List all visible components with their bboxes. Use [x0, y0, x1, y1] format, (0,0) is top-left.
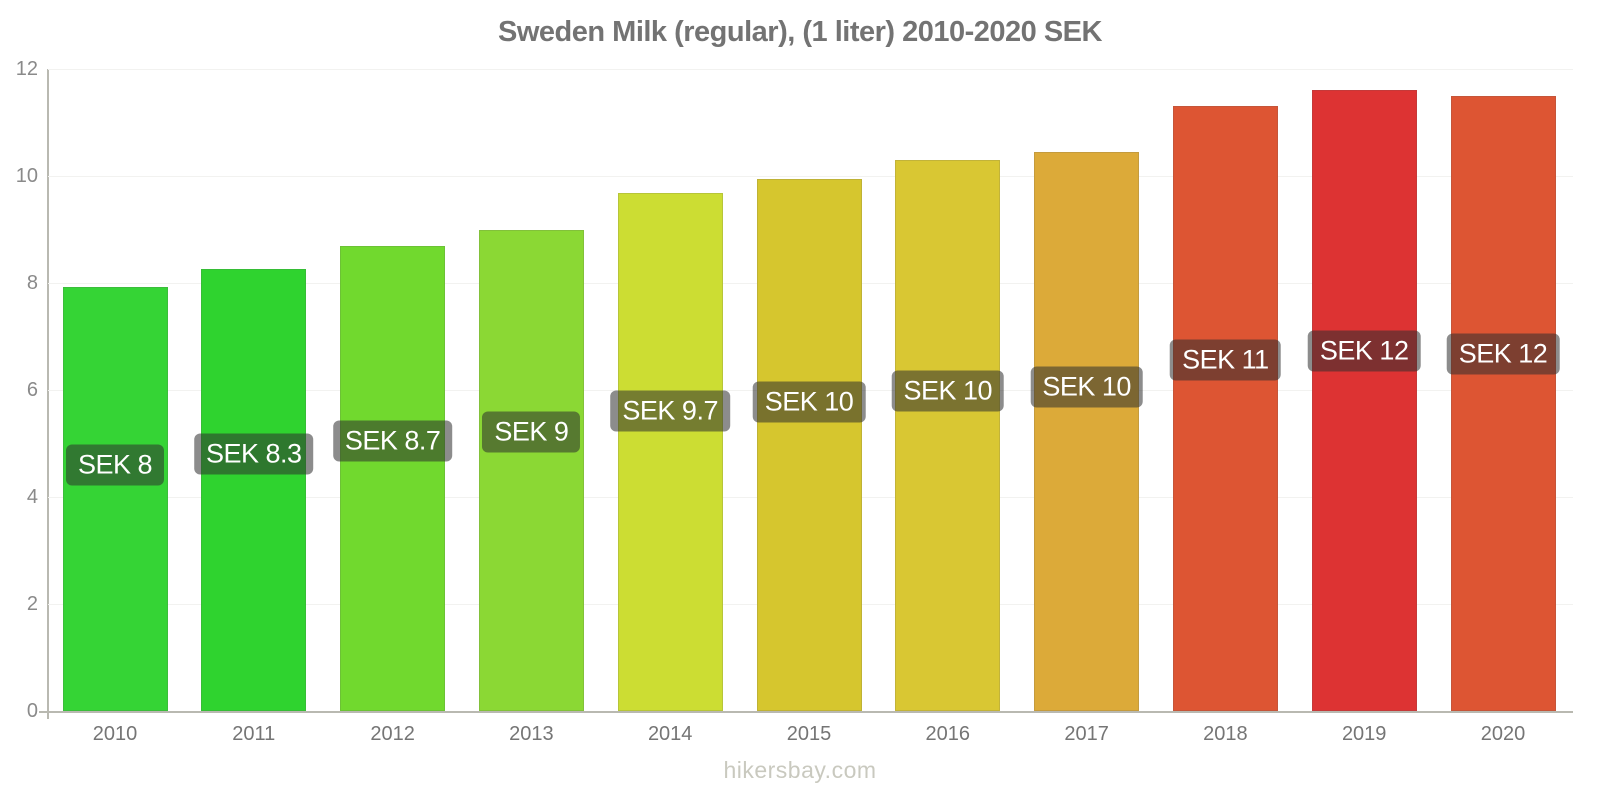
x-axis-tick-label-2019: 2019: [1341, 723, 1387, 745]
bar-2017: [1034, 151, 1140, 711]
x-axis-tick-label-2016: 2016: [925, 723, 971, 745]
bar-2011: [201, 268, 307, 711]
bar-2012: [340, 246, 446, 711]
gridline-y-10: [48, 175, 1573, 177]
x-axis-tick-label-2010: 2010: [92, 723, 138, 745]
y-axis-tick-label: 4: [26, 486, 38, 508]
y-axis-tick-label: 2: [26, 593, 38, 615]
x-axis-tick-label-2011: 2011: [232, 723, 276, 745]
bar-value-label-2020: SEK 12: [1446, 333, 1560, 375]
bar-2016: [895, 159, 1001, 711]
bar-value-label-2013: SEK 9: [482, 411, 581, 453]
y-axis-tick-label: 10: [15, 165, 38, 187]
bar-value-label-2017: SEK 10: [1030, 366, 1143, 408]
bar-value-label-2010: SEK 8: [65, 444, 165, 486]
bar-value-label-2016: SEK 10: [891, 370, 1005, 412]
x-axis-tick-label-2017: 2017: [1064, 723, 1109, 745]
bar-value-label-2012: SEK 8.7: [332, 420, 453, 462]
x-axis-tick-label-2020: 2020: [1480, 723, 1526, 745]
chart-title: Sweden Milk (regular), (1 liter) 2010-20…: [498, 16, 1102, 48]
gridline-y-12: [48, 68, 1573, 70]
x-axis-tick-label-2015: 2015: [786, 723, 832, 745]
watermark-text: hikersbay.com: [723, 757, 877, 783]
bar-value-label-2015: SEK 10: [752, 381, 866, 423]
bar-value-label-2019: SEK 12: [1307, 330, 1421, 372]
bar-2014: [617, 193, 723, 711]
bar-value-label-2018: SEK 11: [1170, 339, 1281, 381]
y-axis-tick-label: 8: [26, 272, 38, 294]
x-axis-tick-label-2013: 2013: [509, 723, 554, 745]
bar-2019: [1311, 89, 1417, 711]
bar-value-label-2014: SEK 9.7: [610, 390, 730, 432]
bar-2018: [1172, 105, 1278, 711]
bar-2010: [62, 286, 168, 711]
bar-2020: [1450, 95, 1556, 711]
y-axis-line: [47, 69, 49, 719]
x-axis-tick-label-2012: 2012: [370, 723, 415, 745]
plot-area: 0 2 4 6 8 10 12 SEK 8 2010 SEK 8.3 2011 SEK 8.7 2012…: [16, 59, 1573, 745]
bar-2013: [478, 230, 584, 711]
x-axis-tick-label-2018: 2018: [1203, 723, 1248, 745]
bar-value-label-2011: SEK 8.3: [194, 433, 314, 475]
y-axis-tick-label: 0: [26, 700, 38, 722]
y-axis-tick-label: 12: [15, 58, 38, 80]
x-axis-tick-label-2014: 2014: [647, 723, 693, 745]
x-axis-line: [39, 711, 1573, 713]
y-axis-tick-label: 6: [26, 379, 38, 401]
bar-2015: [756, 178, 862, 711]
